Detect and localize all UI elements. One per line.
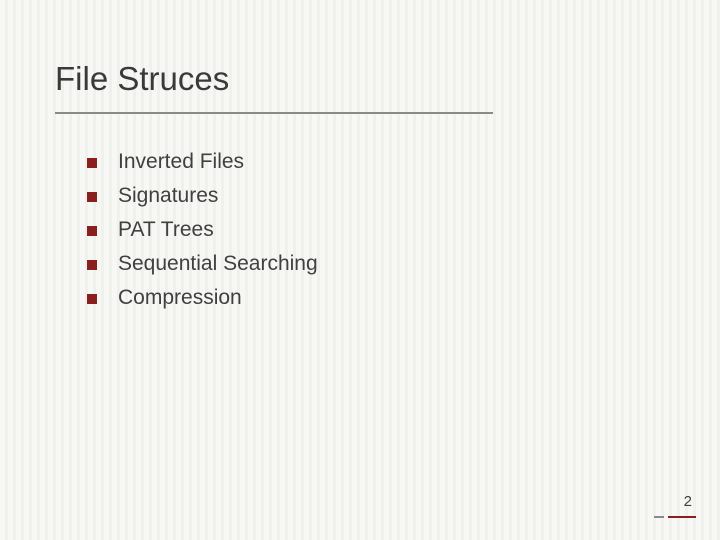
bullet-text: Inverted Files bbox=[118, 150, 244, 174]
accent-line-maroon bbox=[668, 516, 696, 518]
list-item: Compression bbox=[87, 286, 665, 310]
page-number: 2 bbox=[684, 493, 692, 510]
list-item: PAT Trees bbox=[87, 218, 665, 242]
title-underline bbox=[55, 112, 493, 114]
bullet-text: Signatures bbox=[118, 184, 218, 208]
bullet-text: PAT Trees bbox=[118, 218, 214, 242]
square-bullet-icon bbox=[87, 226, 97, 236]
accent-line-gray bbox=[654, 516, 664, 518]
square-bullet-icon bbox=[87, 158, 97, 168]
list-item: Sequential Searching bbox=[87, 252, 665, 276]
square-bullet-icon bbox=[87, 260, 97, 270]
slide-container: File Struces Inverted Files Signatures P… bbox=[0, 0, 720, 540]
slide-title: File Struces bbox=[55, 60, 665, 98]
bullet-text: Compression bbox=[118, 286, 242, 310]
square-bullet-icon bbox=[87, 192, 97, 202]
bullet-list: Inverted Files Signatures PAT Trees Sequ… bbox=[55, 150, 665, 310]
list-item: Inverted Files bbox=[87, 150, 665, 174]
square-bullet-icon bbox=[87, 294, 97, 304]
list-item: Signatures bbox=[87, 184, 665, 208]
bullet-text: Sequential Searching bbox=[118, 252, 318, 276]
